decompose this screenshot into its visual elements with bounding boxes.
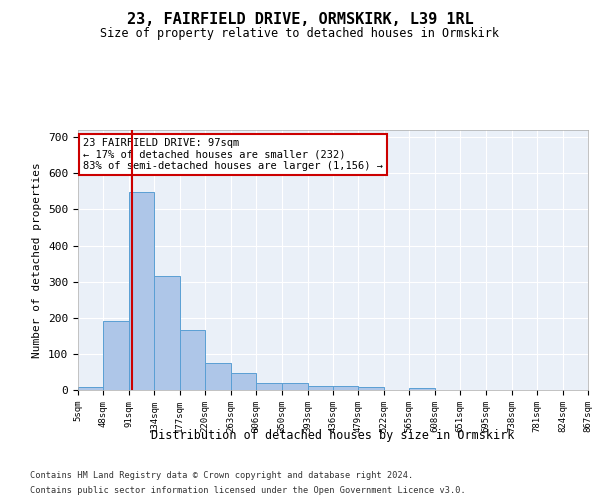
Text: Size of property relative to detached houses in Ormskirk: Size of property relative to detached ho… — [101, 28, 499, 40]
Bar — [256, 383, 282, 390]
Text: Contains public sector information licensed under the Open Government Licence v3: Contains public sector information licen… — [30, 486, 466, 495]
Bar — [154, 276, 180, 390]
Bar — [308, 386, 333, 390]
Bar — [409, 388, 435, 390]
Bar — [103, 322, 129, 390]
Bar — [180, 330, 205, 390]
Bar — [78, 387, 103, 390]
Text: 23 FAIRFIELD DRIVE: 97sqm
← 17% of detached houses are smaller (232)
83% of semi: 23 FAIRFIELD DRIVE: 97sqm ← 17% of detac… — [83, 138, 383, 171]
Bar — [230, 373, 256, 390]
Text: Distribution of detached houses by size in Ormskirk: Distribution of detached houses by size … — [151, 428, 515, 442]
Bar — [282, 383, 308, 390]
Bar — [358, 387, 384, 390]
Y-axis label: Number of detached properties: Number of detached properties — [32, 162, 43, 358]
Text: 23, FAIRFIELD DRIVE, ORMSKIRK, L39 1RL: 23, FAIRFIELD DRIVE, ORMSKIRK, L39 1RL — [127, 12, 473, 28]
Bar — [205, 362, 230, 390]
Bar — [333, 386, 358, 390]
Bar — [129, 192, 154, 390]
Text: Contains HM Land Registry data © Crown copyright and database right 2024.: Contains HM Land Registry data © Crown c… — [30, 471, 413, 480]
